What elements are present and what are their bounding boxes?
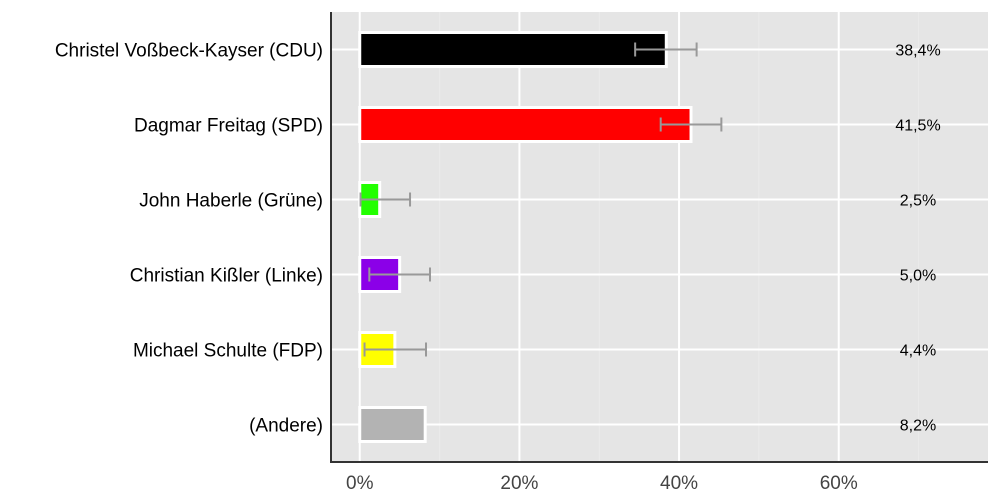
x-tick-label: 0% (346, 473, 374, 494)
data-label: 4,4% (900, 343, 936, 360)
bar (358, 406, 427, 443)
data-label: 38,4% (895, 43, 940, 60)
x-tick-label: 60% (820, 473, 858, 494)
category-label: Michael Schulte (FDP) (133, 341, 323, 362)
x-tick-label: 40% (660, 473, 698, 494)
data-label: 8,2% (900, 418, 936, 435)
bar (358, 31, 668, 68)
category-label: John Haberle (Grüne) (139, 191, 323, 212)
data-label: 5,0% (900, 268, 936, 285)
bar (358, 106, 693, 143)
category-label: Dagmar Freitag (SPD) (134, 116, 323, 137)
plot-background (331, 12, 988, 462)
category-label: Christian Kißler (Linke) (130, 266, 323, 287)
category-label: Christel Voßbeck-Kayser (CDU) (55, 41, 323, 62)
data-label: 41,5% (895, 118, 940, 135)
data-label: 2,5% (900, 193, 936, 210)
x-tick-label: 20% (500, 473, 538, 494)
category-label: (Andere) (249, 416, 323, 437)
